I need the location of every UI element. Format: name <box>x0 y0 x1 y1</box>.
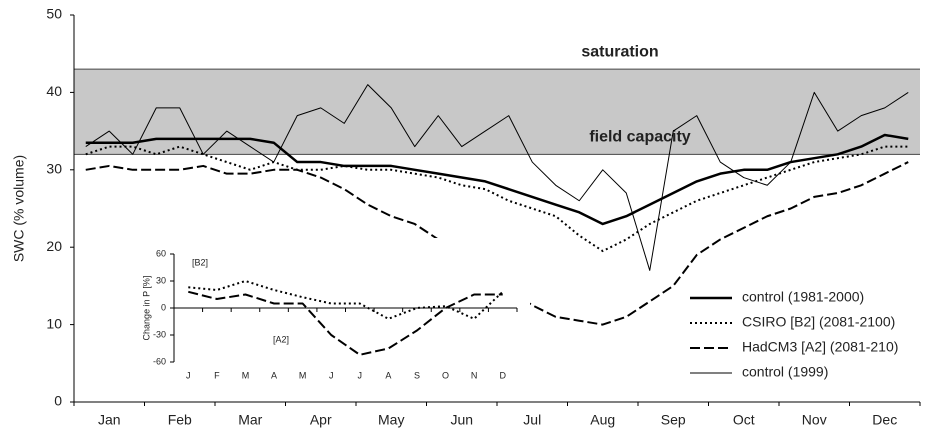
series-line <box>85 133 909 226</box>
annotation: saturation <box>581 43 658 60</box>
inset-background <box>130 238 530 388</box>
series-line <box>188 290 503 356</box>
x-tick-label: O <box>442 370 449 380</box>
x-tick-label: Oct <box>733 412 755 428</box>
x-tick-label: May <box>378 412 404 428</box>
y-tick-label: 0 <box>54 393 62 409</box>
series-label: [A2] <box>273 334 289 344</box>
x-tick-label: J <box>329 370 334 380</box>
x-tick-label: J <box>358 370 363 380</box>
annotation: field capacity <box>589 129 690 146</box>
x-tick-label: Jun <box>450 412 473 428</box>
x-tick-label: A <box>385 370 391 380</box>
x-tick-label: F <box>214 370 220 380</box>
series-line <box>85 84 909 271</box>
x-tick-label: N <box>471 370 478 380</box>
y-tick-label: 30 <box>156 275 166 285</box>
series-line <box>188 280 504 320</box>
y-tick-label: 60 <box>156 248 166 258</box>
y-axis-label: SWC (% volume) <box>11 155 27 262</box>
x-tick-label: Jan <box>98 412 121 428</box>
x-tick-label: Jul <box>523 412 541 428</box>
legend-label: control (1999) <box>742 364 828 380</box>
legend-label: HadCM3 [A2] (2081-210) <box>742 339 898 355</box>
y-tick-label: 40 <box>46 83 62 99</box>
y-tick-label: 10 <box>46 315 62 331</box>
x-tick-label: M <box>299 370 307 380</box>
x-tick-label: Aug <box>590 412 615 428</box>
x-tick-label: A <box>271 370 277 380</box>
y-tick-label: 20 <box>46 238 62 254</box>
y-tick-label: -30 <box>153 329 166 339</box>
x-tick-label: Sep <box>661 412 686 428</box>
x-tick-label: Feb <box>168 412 192 428</box>
shaded-band <box>74 69 920 155</box>
x-tick-label: J <box>186 370 191 380</box>
y-axis-label: Change in P [%] <box>141 276 151 341</box>
x-tick-label: M <box>242 370 250 380</box>
y-tick-label: -60 <box>153 356 166 366</box>
x-tick-label: Apr <box>310 412 332 428</box>
legend-label: CSIRO [B2] (2081-2100) <box>742 314 895 330</box>
x-tick-label: S <box>414 370 420 380</box>
y-tick-label: 0 <box>161 302 166 312</box>
y-tick-label: 30 <box>46 161 62 177</box>
x-tick-label: D <box>499 370 506 380</box>
x-tick-label: Nov <box>802 412 827 428</box>
x-tick-label: Mar <box>238 412 262 428</box>
y-tick-label: 50 <box>46 6 62 22</box>
x-tick-label: Dec <box>872 412 897 428</box>
series-line <box>85 145 909 253</box>
series-label: [B2] <box>192 257 208 267</box>
legend-label: control (1981-2000) <box>742 289 864 305</box>
